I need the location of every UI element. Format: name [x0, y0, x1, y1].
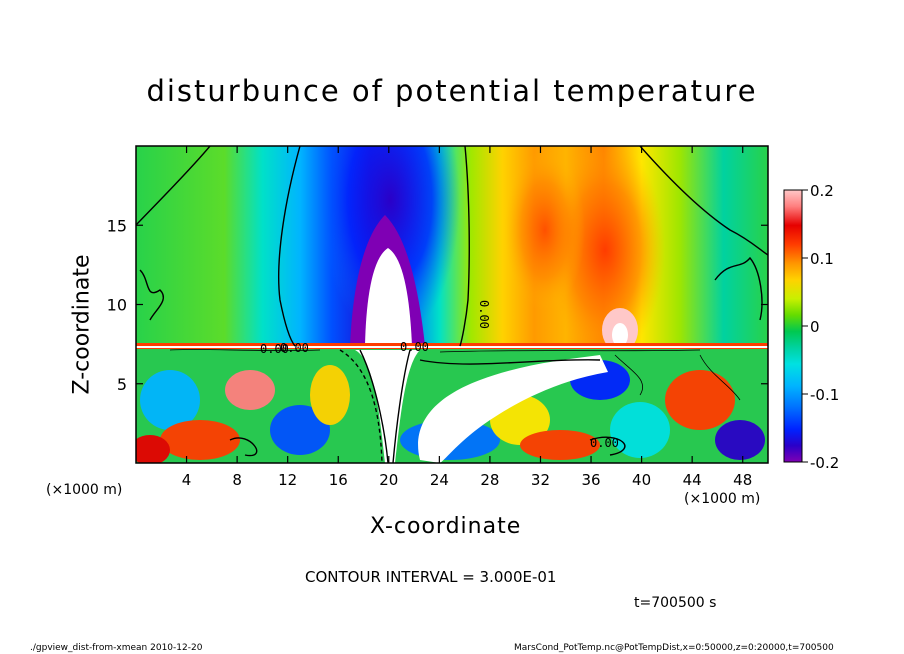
x-tick-label: 44: [683, 471, 702, 489]
colorbar-tick-label: 0.1: [810, 250, 834, 268]
heatmap-field: [136, 146, 768, 463]
x-unit-left: (×1000 m): [46, 482, 123, 498]
x-tick-label: 48: [733, 471, 752, 489]
time-label: t=700500 s: [634, 595, 717, 611]
contour-label: 0.00: [260, 342, 289, 356]
x-tick-label: 32: [531, 471, 550, 489]
contour-labels: 0.00 0.000.000.000.00: [260, 300, 619, 450]
x-axis: 4 8 12 16 20 24 28 32 36 40 44 48: [182, 146, 752, 489]
x-tick-label: 16: [329, 471, 348, 489]
colorbar: [783, 189, 803, 463]
x-tick-label: 28: [480, 471, 499, 489]
y-tick-label: 10: [107, 296, 127, 315]
x-axis-label: X-coordinate: [370, 514, 522, 539]
x-tick-label: 40: [632, 471, 651, 489]
x-tick-label: 8: [232, 471, 242, 489]
x-tick-label: 12: [278, 471, 297, 489]
y-axis-label: Z-coordinate: [69, 254, 95, 395]
colorbar-tick-label: -0.1: [810, 386, 839, 404]
x-tick-label: 4: [182, 471, 192, 489]
contour-label: 0.00: [400, 340, 429, 354]
contour-interval: CONTOUR INTERVAL = 3.000E-01: [305, 568, 557, 586]
x-tick-label: 20: [379, 471, 398, 489]
x-tick-label: 24: [430, 471, 449, 489]
colorbar-tick-label: -0.2: [810, 454, 839, 472]
x-unit-right: (×1000 m): [684, 491, 761, 507]
contour-label: 0.00: [477, 300, 491, 329]
y-tick-label: 15: [107, 216, 127, 235]
colorbar-tick-label: 0.2: [810, 182, 834, 200]
footer-right: MarsCond_PotTemp.nc@PotTempDist,x=0:5000…: [514, 643, 834, 653]
x-tick-label: 36: [581, 471, 600, 489]
y-tick-label: 5: [117, 375, 127, 394]
contour-label: 0.00: [280, 341, 309, 355]
colorbar-ticks: 0.2 0.1 0 -0.1 -0.2: [802, 182, 839, 472]
footer-left: ./gpview_dist-from-xmean 2010-12-20: [30, 643, 203, 653]
colorbar-tick-label: 0: [810, 318, 820, 336]
chart-title: disturbunce of potential temperature: [146, 74, 758, 108]
contour-label: 0.00: [590, 436, 619, 450]
y-axis: 5 10 15: [107, 216, 768, 394]
